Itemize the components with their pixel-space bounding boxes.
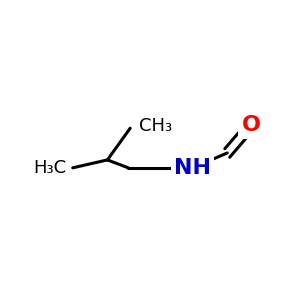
Text: O: O bbox=[242, 115, 261, 135]
Text: H₃C: H₃C bbox=[34, 159, 67, 177]
Text: CH₃: CH₃ bbox=[139, 117, 172, 135]
Text: NH: NH bbox=[174, 158, 211, 178]
